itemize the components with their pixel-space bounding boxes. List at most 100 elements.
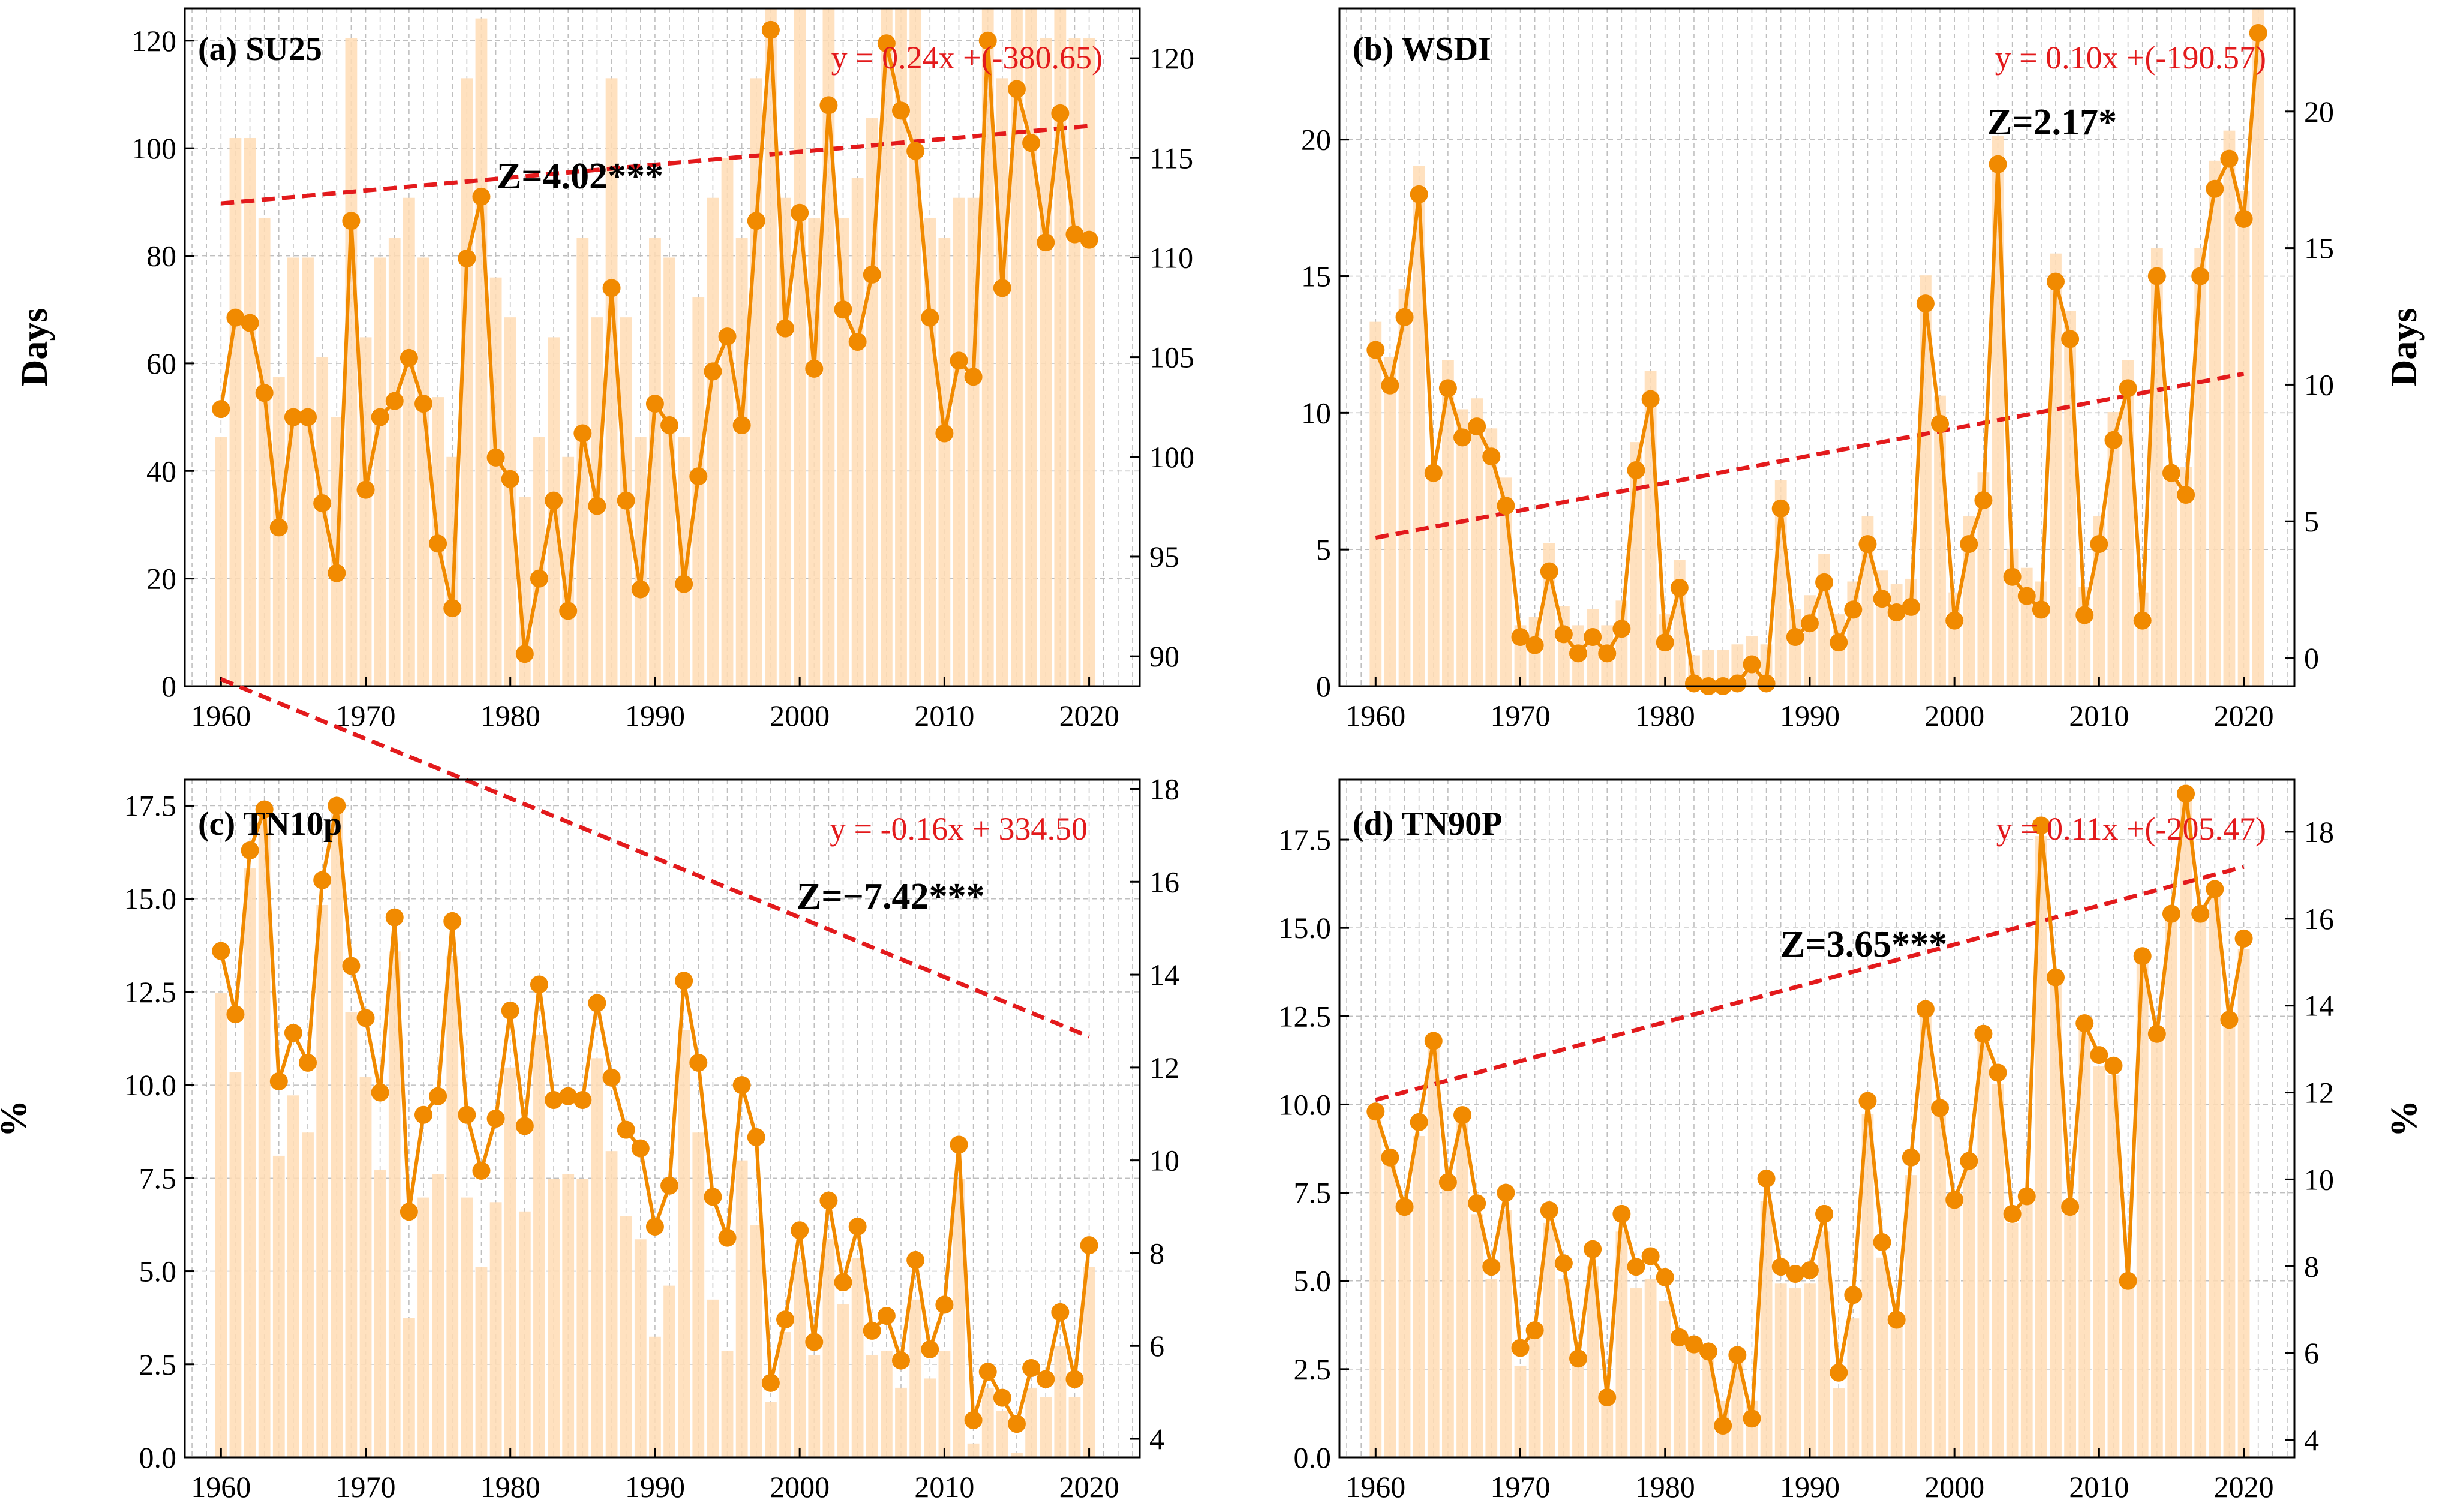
data-point xyxy=(1873,590,1891,608)
data-point xyxy=(1771,499,1790,518)
data-point xyxy=(1844,1286,1863,1304)
data-point xyxy=(328,796,346,815)
data-point xyxy=(2003,567,2022,586)
data-point xyxy=(747,1128,765,1147)
data-point xyxy=(212,400,230,419)
data-point xyxy=(226,308,245,327)
bars xyxy=(1369,788,2250,1457)
data-point xyxy=(1381,1148,1399,1167)
right-tick-label: 16 xyxy=(2304,902,2334,936)
data-point xyxy=(1656,633,1674,652)
data-point xyxy=(1511,1339,1530,1357)
right-tick-label: 95 xyxy=(1149,540,1179,573)
bar xyxy=(1702,650,1714,686)
trend-equation: y = 0.11x +(-205.47) xyxy=(1996,811,2266,847)
bar xyxy=(2035,836,2047,1457)
data-point xyxy=(1627,461,1645,480)
bar xyxy=(1948,1205,1961,1457)
bar xyxy=(1500,1210,1512,1457)
bar xyxy=(866,118,878,686)
right-axis: 4 6 8 10 12 14 16 18 xyxy=(2285,815,2334,1457)
data-point xyxy=(718,1228,737,1247)
x-tick-label: 1960 xyxy=(1345,1470,1405,1504)
bar xyxy=(1659,1301,1671,1457)
bar xyxy=(1369,321,1382,686)
bar xyxy=(2223,130,2236,686)
bar xyxy=(707,1299,719,1457)
left-tick-label: 10.0 xyxy=(1279,1087,1332,1121)
bar xyxy=(822,1239,835,1457)
data-point xyxy=(2090,535,2108,554)
x-tick-label: 1980 xyxy=(1635,1470,1695,1504)
data-point xyxy=(299,1053,317,1072)
data-point xyxy=(472,1161,491,1180)
bar xyxy=(302,257,314,686)
data-point xyxy=(385,392,404,410)
x-tick-label: 2000 xyxy=(1924,1470,1984,1504)
bar xyxy=(1398,288,1411,686)
data-point xyxy=(1584,627,1602,646)
data-point xyxy=(588,994,606,1012)
x-axis: 1960 1970 1980 1990 2000 2010 2020 xyxy=(191,1448,1119,1504)
panel-c-tn10p: 0.0 2.5 5.0 7.5 10.0 12.5 15.0 17.5 4 6 8 10 12 14 16… xyxy=(0,677,1179,1504)
bar xyxy=(287,257,299,686)
data-point xyxy=(950,351,968,370)
data-point xyxy=(458,250,476,268)
data-point xyxy=(2234,209,2253,228)
data-point xyxy=(1569,644,1587,663)
data-point xyxy=(1424,464,1443,482)
bar xyxy=(1442,1175,1454,1457)
data-point xyxy=(805,359,824,378)
data-point xyxy=(1381,376,1399,395)
bar xyxy=(2252,8,2264,686)
left-tick-label: 60 xyxy=(146,347,176,380)
data-point xyxy=(689,467,708,486)
data-point xyxy=(1482,447,1501,466)
data-point xyxy=(689,1053,708,1072)
data-point xyxy=(2090,1046,2108,1065)
bar xyxy=(461,1197,473,1457)
data-point xyxy=(675,575,693,593)
data-point xyxy=(1497,1183,1515,1202)
bar xyxy=(996,1411,1008,1457)
x-tick-label: 2010 xyxy=(914,1470,974,1504)
x-tick-label: 1990 xyxy=(1780,699,1840,732)
data-point xyxy=(443,599,462,617)
data-point xyxy=(2119,1271,2137,1290)
bar xyxy=(2006,1222,2019,1457)
data-point xyxy=(834,300,852,319)
bar xyxy=(2136,962,2149,1457)
data-point xyxy=(1815,1204,1834,1223)
right-tick-label: 20 xyxy=(2304,95,2334,128)
right-axis-title: Days xyxy=(2384,308,2425,387)
data-point xyxy=(1641,1247,1660,1265)
x-tick-label: 1970 xyxy=(1491,1470,1551,1504)
bar xyxy=(649,238,661,686)
data-point xyxy=(2177,784,2195,803)
bar xyxy=(2107,411,2120,686)
left-tick-label: 80 xyxy=(146,239,176,273)
bar xyxy=(1040,1397,1052,1457)
data-point xyxy=(660,416,679,435)
data-point xyxy=(2003,1204,2022,1223)
left-tick-label: 0.0 xyxy=(139,1441,177,1474)
data-point xyxy=(429,534,447,553)
bar xyxy=(1847,1318,1860,1457)
bar xyxy=(388,951,401,1457)
data-point xyxy=(602,279,621,297)
data-point xyxy=(458,1105,476,1124)
bar xyxy=(794,1262,806,1457)
bar xyxy=(1427,467,1440,686)
data-point xyxy=(1037,233,1055,252)
trend-line-segment xyxy=(1375,371,2245,540)
x-tick-label: 1980 xyxy=(1635,699,1695,732)
data-point xyxy=(645,395,664,413)
data-point xyxy=(1080,230,1098,249)
data-point xyxy=(1022,1358,1041,1377)
left-axis: 0 20 40 60 80 100 120 xyxy=(131,24,194,703)
panel-label: (d) TN90P xyxy=(1353,805,1502,843)
x-tick-label: 1990 xyxy=(1780,1470,1840,1504)
bar xyxy=(953,197,965,686)
mann-kendall-z: Z=3.65*** xyxy=(1780,924,1947,965)
